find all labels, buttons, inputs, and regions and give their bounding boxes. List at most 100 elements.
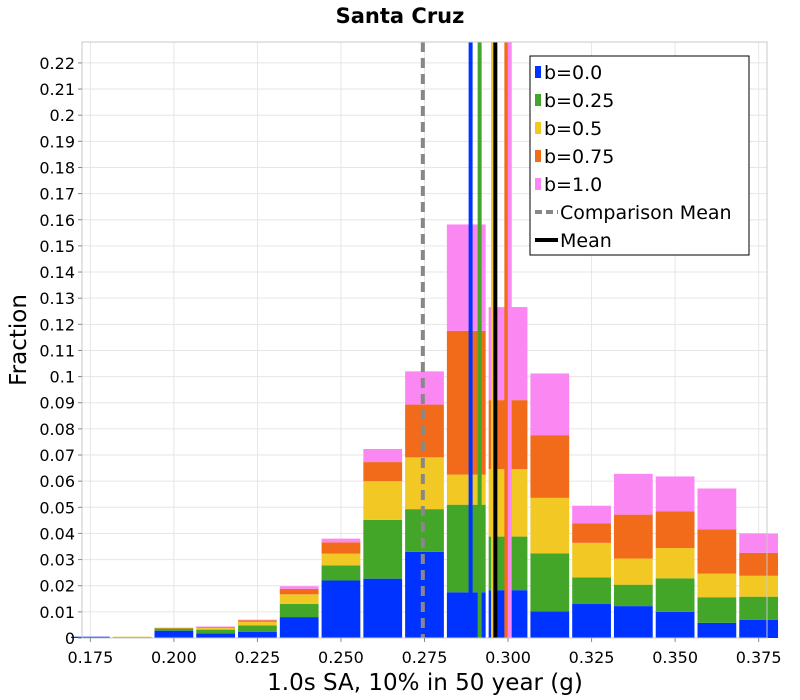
legend-label: b=1.0 <box>544 174 602 196</box>
bar-segment <box>739 619 779 638</box>
legend-label: Comparison Mean <box>560 202 732 224</box>
bar-segment <box>321 565 361 581</box>
y-tick-label: 0.11 <box>39 341 75 360</box>
y-tick-label: 0.1 <box>50 368 75 387</box>
bar-segment <box>697 488 737 530</box>
bar-segment <box>112 636 152 638</box>
bar-segment <box>572 604 611 638</box>
bar-segment <box>572 542 611 578</box>
bar-segment <box>613 558 653 585</box>
bar-segment <box>363 449 403 463</box>
bar-segment <box>154 630 194 638</box>
x-axis-label: 1.0s SA, 10% in 50 year (g) <box>267 670 583 696</box>
bar-segment <box>530 497 570 554</box>
legend-swatch <box>535 66 541 78</box>
bar-segment <box>530 611 570 638</box>
x-tick-label: 0.200 <box>151 648 197 667</box>
bar-segment <box>530 553 570 612</box>
y-tick-label: 0 <box>65 629 75 648</box>
legend-swatch <box>535 94 541 106</box>
bar-segment <box>363 462 403 482</box>
bar-segment <box>154 628 194 631</box>
bar-segment <box>613 473 653 515</box>
bar-segment <box>238 631 277 638</box>
bar-segment <box>279 588 319 595</box>
chart-title: Santa Cruz <box>336 4 465 28</box>
y-tick-label: 0.01 <box>39 603 75 622</box>
legend: b=0.0 b=0.25 b=0.5 b=0.75 b=1.0 Comparison Me… <box>529 55 750 256</box>
y-tick-label: 0.14 <box>39 263 75 282</box>
bar-segment <box>739 552 779 576</box>
bar-segment <box>697 573 737 598</box>
bar-segment <box>655 578 695 612</box>
x-tick-label: 0.275 <box>402 648 448 667</box>
legend-swatch <box>535 178 541 190</box>
bar-segment <box>739 533 779 553</box>
bar-segment <box>321 553 361 566</box>
y-tick-label: 0.22 <box>39 54 75 73</box>
bar-segment <box>572 523 611 543</box>
y-tick-label: 0.2 <box>50 106 75 125</box>
bar-segment <box>279 586 319 589</box>
x-tick-label: 0.225 <box>235 648 281 667</box>
x-tick-label: 0.325 <box>569 648 615 667</box>
x-tick-label: 0.250 <box>318 648 364 667</box>
bar-segment <box>613 606 653 638</box>
y-tick-label: 0.07 <box>39 446 75 465</box>
y-tick-label: 0.17 <box>39 185 75 204</box>
bar-segment <box>238 621 277 626</box>
y-tick-label: 0.05 <box>39 498 75 517</box>
bar-segment <box>279 594 319 605</box>
bar-segment <box>572 505 611 524</box>
x-axis-ticks: 0.175 0.200 0.225 0.250 0.275 0.300 0.325 0.350… <box>67 638 782 667</box>
legend-label: b=0.5 <box>544 118 602 140</box>
y-tick-label: 0.16 <box>39 211 75 230</box>
y-tick-label: 0.13 <box>39 289 75 308</box>
y-tick-label: 0.03 <box>39 551 75 570</box>
bar-segment <box>321 542 361 554</box>
legend-label: Mean <box>560 230 612 252</box>
bar-segment <box>530 435 570 498</box>
bar-segment <box>739 596 779 620</box>
legend-label: b=0.75 <box>544 146 614 168</box>
y-tick-label: 0.15 <box>39 237 75 256</box>
bar-segment <box>739 575 779 597</box>
bar-segment <box>363 481 403 520</box>
y-tick-label: 0.19 <box>39 132 75 151</box>
x-tick-label: 0.375 <box>736 648 782 667</box>
y-tick-label: 0.09 <box>39 394 75 413</box>
y-tick-label: 0.12 <box>39 315 75 334</box>
x-tick-label: 0.300 <box>485 648 531 667</box>
bar-segment <box>321 538 361 543</box>
legend-swatch <box>535 122 541 134</box>
legend-swatch <box>535 150 541 162</box>
x-tick-label: 0.350 <box>652 648 698 667</box>
bar-segment <box>363 519 403 579</box>
bar-segment <box>655 476 695 512</box>
bar-segment <box>196 626 236 628</box>
bar-segment <box>196 628 236 630</box>
y-tick-label: 0.02 <box>39 577 75 596</box>
y-tick-label: 0.21 <box>39 80 75 99</box>
bar-segment <box>196 627 236 629</box>
legend-box <box>529 55 750 256</box>
bar-segment <box>196 633 236 638</box>
y-axis-label: Fraction <box>6 294 32 386</box>
bar-segment <box>238 619 277 621</box>
bar-segment <box>238 620 277 622</box>
legend-label: b=0.0 <box>544 62 602 84</box>
bar-segment <box>321 580 361 638</box>
bar-segment <box>530 373 570 436</box>
bar-segment <box>655 511 695 549</box>
bar-segment <box>572 577 611 605</box>
mean-lines <box>420 42 512 638</box>
bar-segment <box>70 636 110 638</box>
legend-label: b=0.25 <box>544 90 614 112</box>
y-axis-ticks: 0 0.01 0.02 0.03 0.04 0.05 0.06 0.07 0.08 0.09 0.1… <box>39 54 82 648</box>
y-tick-label: 0.08 <box>39 420 75 439</box>
bar-segment <box>613 584 653 607</box>
bar-segment <box>697 597 737 623</box>
bar-segment <box>279 604 319 618</box>
y-tick-label: 0.06 <box>39 472 75 491</box>
